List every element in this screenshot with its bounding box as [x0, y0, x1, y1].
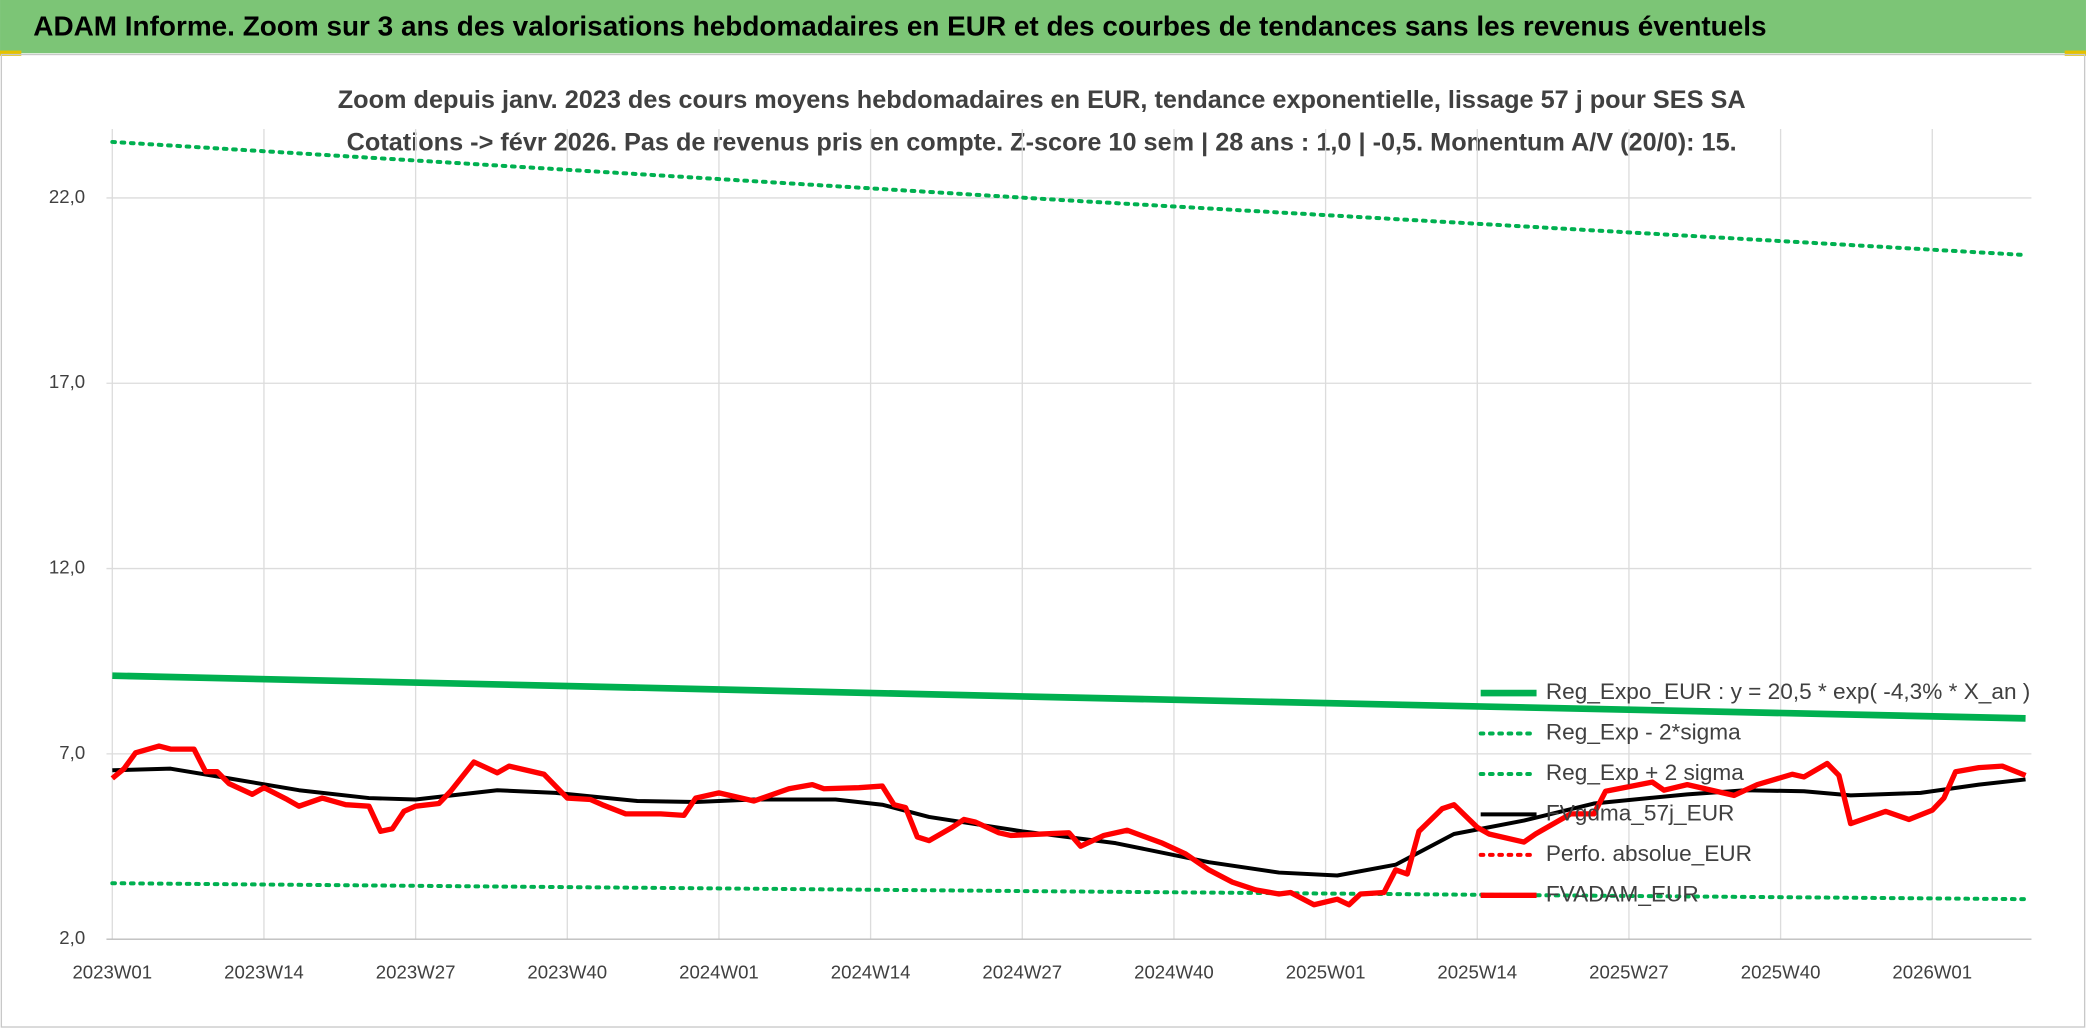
- series-line: [110, 139, 2028, 258]
- y-tick-label: 22,0: [49, 186, 85, 207]
- chart-subtitle: Cotations -> févr 2026. Pas de revenus p…: [347, 128, 1737, 156]
- series-line: [110, 881, 2028, 902]
- x-tick-label: 2023W01: [72, 962, 152, 983]
- x-tick-label: 2024W27: [982, 962, 1062, 983]
- x-tick-label: 2025W40: [1741, 962, 1821, 983]
- y-tick-label: 17,0: [49, 371, 85, 392]
- x-tick-label: 2024W01: [679, 962, 759, 983]
- chart-title: Zoom depuis janv. 2023 des cours moyens …: [338, 86, 1746, 114]
- header-title: ADAM Informe. Zoom sur 3 ans des valoris…: [33, 10, 1766, 41]
- x-tick-label: 2023W40: [527, 962, 607, 983]
- x-tick-label: 2025W14: [1437, 962, 1517, 983]
- legend-label: Reg_Exp + 2 sigma: [1546, 760, 1744, 785]
- header-band: [0, 0, 2086, 54]
- y-tick-label: 12,0: [49, 556, 85, 577]
- x-tick-label: 2023W27: [376, 962, 456, 983]
- x-tick-label: 2024W14: [831, 962, 911, 983]
- header-accent: [0, 50, 22, 56]
- x-tick-label: 2025W01: [1286, 962, 1366, 983]
- legend-label: FVgdma_57j_EUR: [1546, 800, 1735, 825]
- series-line: [112, 766, 2026, 878]
- series-line: [110, 743, 2027, 908]
- x-tick-label: 2026W01: [1892, 962, 1972, 983]
- x-tick-label: 2023W14: [224, 962, 304, 983]
- x-tick-label: 2025W27: [1589, 962, 1669, 983]
- x-tick-label: 2024W40: [1134, 962, 1214, 983]
- legend-label: Perfo. absolue_EUR: [1546, 841, 1752, 866]
- y-tick-label: 2,0: [59, 927, 85, 948]
- legend-label: FVADAM_EUR: [1546, 881, 1699, 906]
- header-accent: [2064, 50, 2086, 56]
- y-tick-label: 7,0: [59, 742, 85, 763]
- chart-frame: [0, 53, 2086, 1028]
- legend-label: Reg_Exp - 2*sigma: [1546, 720, 1741, 745]
- legend-label: Reg_Expo_EUR : y = 20,5 * exp( -4,3% * X…: [1546, 679, 2030, 704]
- series-line: [112, 672, 2026, 722]
